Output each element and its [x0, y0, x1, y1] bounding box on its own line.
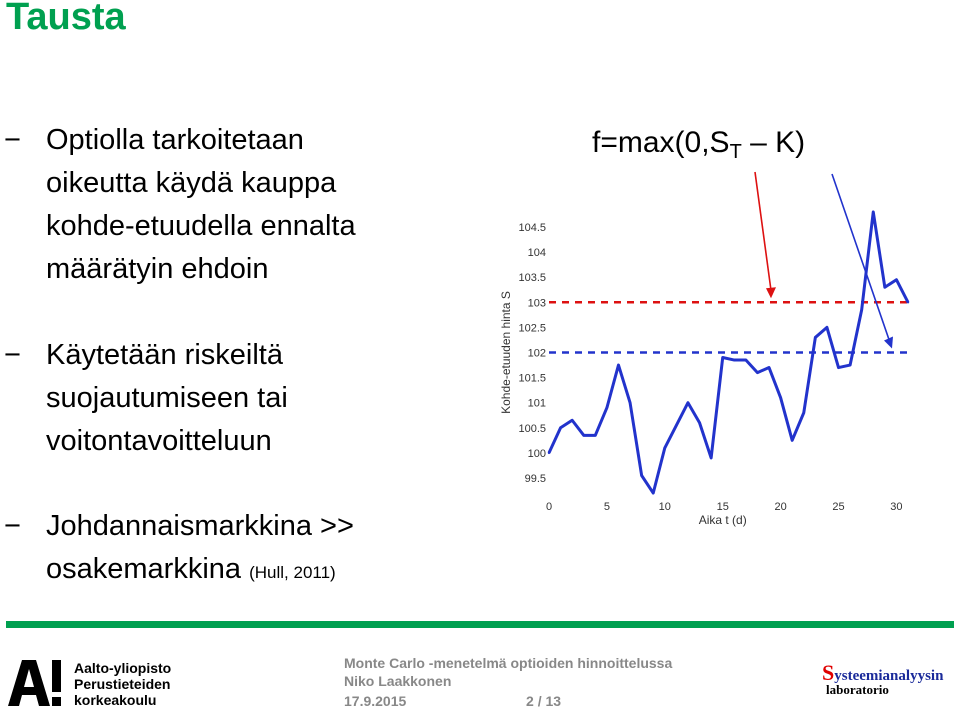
- y-axis-label: Kohde-etuuden hinta S: [499, 291, 513, 414]
- data-point: [906, 301, 910, 304]
- x-tick-label: 5: [604, 501, 610, 513]
- data-point: [663, 446, 667, 450]
- data-point: [698, 421, 701, 424]
- data-point: [790, 439, 794, 442]
- data-point: [617, 363, 620, 367]
- data-point: [652, 491, 655, 495]
- lab-logo: Systeemianalyysin laboratorio: [822, 660, 943, 698]
- university-name-line1: Aalto-yliopisto: [74, 660, 172, 676]
- aalto-logo-icon: [8, 660, 61, 706]
- y-tick-label: 104: [528, 247, 546, 259]
- x-tick-label: 15: [717, 501, 729, 513]
- bullet-3: − Johdannaismarkkina >> osakemarkkina (H…: [0, 505, 460, 595]
- bullet-text: Johdannaismarkkina >> osakemarkkina (Hul…: [46, 505, 354, 594]
- price-series-line: [547, 210, 910, 495]
- talk-title: Monte Carlo -menetelmä optioiden hinnoit…: [344, 655, 673, 671]
- data-point: [883, 286, 887, 289]
- bullet-dash: −: [4, 124, 21, 156]
- data-point: [559, 426, 562, 429]
- data-point: [848, 363, 852, 367]
- x-tick-label: 10: [659, 501, 671, 513]
- data-point: [872, 210, 875, 214]
- bullet-dash: −: [4, 339, 21, 371]
- page-number: 2 / 13: [526, 693, 561, 709]
- bullet-2: − Käytetään riskeiltä suojautumiseen tai…: [0, 334, 460, 464]
- arrow-to-s-line: [831, 173, 891, 343]
- data-point: [721, 356, 724, 359]
- data-point: [779, 396, 782, 399]
- page-current: 2: [526, 693, 534, 709]
- y-tick-label: 102: [528, 348, 546, 360]
- lab-logo-initial: S: [822, 660, 835, 685]
- page-total: 13: [545, 693, 562, 709]
- data-point: [582, 434, 585, 437]
- data-point: [640, 474, 643, 477]
- data-point: [547, 451, 551, 455]
- data-point: [675, 424, 678, 427]
- page-separator: /: [537, 693, 542, 709]
- arrow-to-k-line: [754, 171, 772, 291]
- bullet-text: Käytetään riskeiltä suojautumiseen tai v…: [46, 339, 288, 457]
- formula-prefix: f=max(0,S: [592, 126, 730, 159]
- university-name-line2: Perustieteiden: [74, 676, 171, 692]
- data-point: [756, 371, 759, 374]
- bullet-dash: −: [4, 510, 21, 542]
- price-chart: 99.5100100.5101101.5102102.5103103.51041…: [499, 171, 910, 527]
- citation: (Hull, 2011): [249, 563, 336, 582]
- y-tick-label: 103.5: [518, 272, 546, 284]
- data-point: [628, 401, 632, 404]
- slide-title: Tausta: [6, 0, 126, 38]
- data-point: [860, 308, 863, 312]
- y-tick-label: 102.5: [518, 322, 546, 334]
- bullet-1: − Optiolla tarkoitetaan oikeutta käydä k…: [0, 119, 460, 291]
- data-point: [605, 406, 609, 409]
- x-tick-label: 0: [546, 501, 552, 513]
- data-point: [733, 358, 736, 362]
- data-point: [709, 456, 713, 460]
- data-point: [744, 358, 748, 362]
- bullet-text: Optiolla tarkoitetaan oikeutta käydä kau…: [46, 124, 356, 285]
- data-point: [767, 366, 771, 369]
- author-name: Niko Laakkonen: [344, 673, 452, 689]
- data-point: [814, 336, 817, 339]
- formula-sub: T: [729, 141, 742, 163]
- x-tick-label: 30: [890, 501, 902, 513]
- arrow-head-s-icon: [884, 336, 893, 349]
- data-point: [895, 278, 898, 281]
- bullet-main-text: Johdannaismarkkina >> osakemarkkina: [46, 510, 354, 585]
- data-point: [825, 326, 829, 329]
- x-tick-label: 25: [832, 501, 844, 513]
- y-tick-label: 101.5: [518, 373, 546, 385]
- y-tick-label: 101: [528, 398, 546, 410]
- date: 17.9.2015: [344, 693, 407, 709]
- lab-logo-sub: laboratorio: [826, 682, 889, 697]
- x-axis-label: Aika t (d): [699, 513, 747, 527]
- data-point: [570, 419, 574, 422]
- data-point: [686, 401, 690, 404]
- y-tick-label: 100: [528, 448, 546, 460]
- y-tick-label: 104.5: [518, 222, 546, 234]
- y-tick-label: 103: [528, 297, 546, 309]
- university-name-line3: korkeakoulu: [74, 692, 157, 708]
- data-point: [837, 366, 840, 369]
- formula-suffix: – K): [741, 126, 806, 159]
- arrow-head-k-icon: [766, 287, 776, 299]
- data-point: [802, 411, 805, 414]
- lab-logo-name: ysteemianalyysin: [834, 668, 944, 684]
- payoff-formula: f=max(0,ST – K): [592, 126, 805, 164]
- x-tick-label: 20: [774, 501, 786, 513]
- footer-divider: [6, 621, 954, 628]
- y-tick-label: 100.5: [518, 423, 546, 435]
- data-point: [594, 434, 597, 437]
- y-tick-label: 99.5: [525, 473, 546, 485]
